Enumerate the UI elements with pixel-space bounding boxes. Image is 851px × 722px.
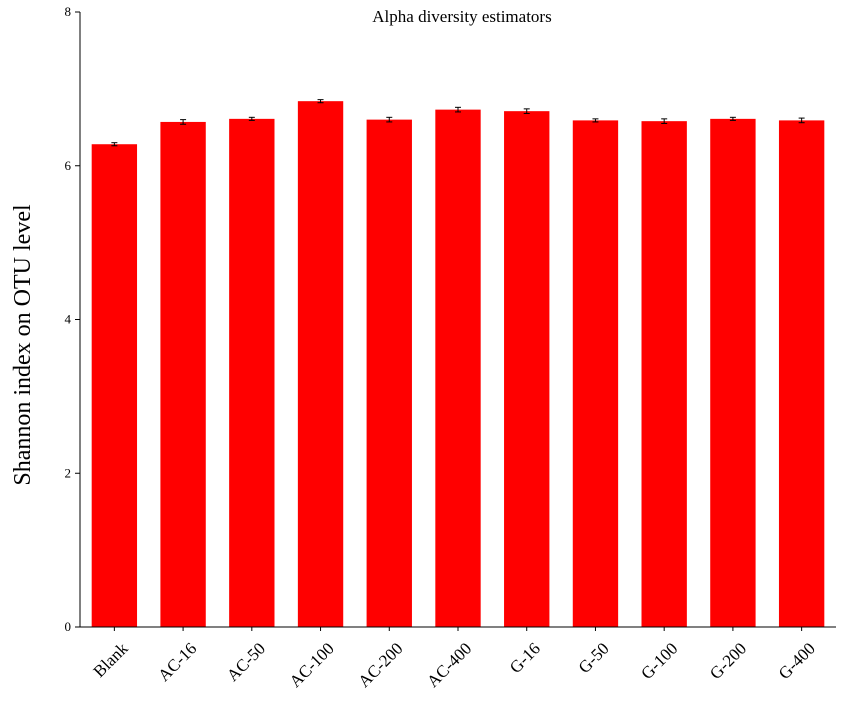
x-tick-label: AC-400 — [423, 639, 475, 691]
y-tick-label: 0 — [65, 619, 72, 634]
bar-ac-50 — [229, 118, 275, 627]
y-axis-label: Shannon index on OTU level — [10, 204, 36, 486]
bar-ac-400 — [435, 109, 481, 628]
y-axis: 0 2 4 6 8 — [65, 4, 81, 634]
chart-title: Alpha diversity estimators — [372, 7, 551, 26]
x-tick-label: G-50 — [575, 639, 613, 677]
x-tick-label: AC-50 — [223, 639, 269, 685]
bar-blank — [91, 144, 138, 627]
bar-g-16 — [504, 111, 550, 627]
x-tick-label: G-100 — [637, 639, 681, 683]
x-tick-label: AC-16 — [154, 639, 200, 685]
y-tick-label: 2 — [65, 465, 72, 480]
x-axis: Blank AC-16 AC-50 AC-100 AC-200 AC-400 G-16 G-5… — [80, 626, 836, 691]
bar-ac-16 — [160, 121, 206, 628]
x-tick-label: Blank — [90, 639, 133, 682]
x-tick-label: G-16 — [506, 639, 544, 677]
bar-g-100 — [641, 121, 687, 627]
bar-ac-100 — [297, 101, 344, 628]
x-tick-label: AC-100 — [286, 639, 338, 691]
bar-g-400 — [778, 120, 825, 628]
bar-ac-200 — [366, 119, 412, 627]
y-tick-label: 8 — [65, 4, 72, 19]
y-tick-label: 4 — [65, 312, 72, 327]
x-tick-label: G-200 — [706, 639, 750, 683]
y-tick-label: 6 — [65, 158, 72, 173]
x-tick-label: G-400 — [775, 639, 819, 683]
x-tick-label: AC-200 — [354, 639, 406, 691]
bar-g-50 — [572, 120, 619, 628]
bar-g-200 — [710, 118, 756, 627]
bars-group — [91, 99, 825, 628]
